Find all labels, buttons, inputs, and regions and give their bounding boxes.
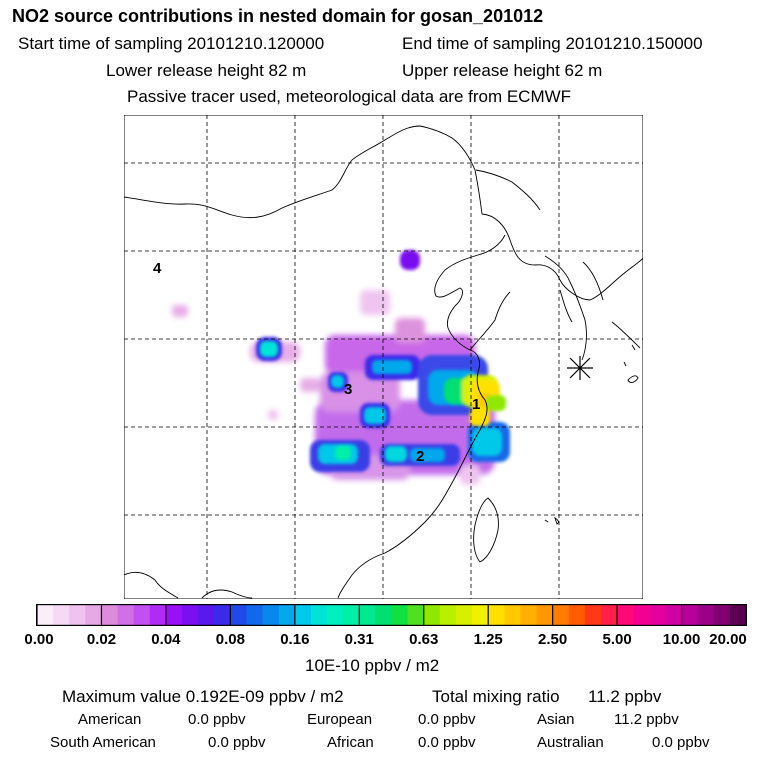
coastlines	[124, 125, 643, 599]
colorbar-swatch	[198, 605, 215, 625]
region-value-african: 0.0 ppbv	[418, 734, 476, 751]
colorbar-swatch	[617, 605, 634, 625]
region-value-american: 0.0 ppbv	[188, 711, 246, 728]
colorbar-swatch	[327, 605, 344, 625]
colorbar-swatch	[375, 605, 392, 625]
colorbar-tick-label: 20.00	[709, 631, 747, 648]
colorbar-tick-label: 0.16	[280, 631, 310, 648]
colorbar-tick-label: 0.04	[151, 631, 181, 648]
region-value-south-american: 0.0 ppbv	[208, 734, 266, 751]
colorbar-tick-label: 0.02	[86, 631, 117, 648]
colorbar-swatch	[697, 605, 715, 625]
colorbar-tick-label: 2.50	[538, 631, 568, 648]
region-name-australian: Australian	[537, 734, 604, 751]
lower-release-height: Lower release height 82 m	[106, 61, 307, 80]
colorbar	[36, 604, 747, 626]
colorbar-swatch	[439, 605, 457, 625]
colorbar-tick-label: 0.00	[24, 631, 54, 648]
total-mixing-ratio-value: 11.2 ppbv	[588, 687, 662, 706]
colorbar-swatch	[101, 605, 119, 625]
map-label-3: 3	[344, 381, 352, 398]
colorbar-tick-label: 5.00	[602, 631, 632, 648]
figure-title: NO2 source contributions in nested domai…	[12, 6, 544, 26]
colorbar-swatch	[649, 605, 666, 625]
colorbar-swatch	[536, 605, 554, 625]
map-panel: 1 2 3 4	[124, 115, 643, 599]
colorbar-tick-label: 0.31	[344, 631, 374, 648]
colorbar-swatch	[37, 605, 54, 625]
map-label-2: 2	[416, 448, 424, 465]
region-name-asian: Asian	[537, 711, 575, 728]
region-name-south-american: South American	[50, 734, 156, 751]
colorbar-swatch	[472, 605, 489, 625]
region-name-american: American	[78, 711, 142, 728]
tracer-note: Passive tracer used, meteorological data…	[127, 87, 572, 106]
colorbar-swatch	[520, 605, 538, 625]
colorbar-swatch	[85, 605, 102, 625]
colorbar-swatch	[214, 605, 231, 625]
colorbar-swatch	[278, 605, 296, 625]
colorbar-swatch	[343, 605, 360, 625]
region-value-asian: 11.2 ppbv	[614, 711, 679, 728]
colorbar-swatch	[149, 605, 167, 625]
colorbar-swatch	[681, 605, 699, 625]
colorbar-unit: 10E-10 ppbv / m2	[305, 656, 440, 675]
upper-release-height: Upper release height 62 m	[402, 61, 603, 80]
sampling-end: End time of sampling 20101210.150000	[402, 34, 703, 53]
colorbar-swatch	[552, 605, 570, 625]
colorbar-tick-label: 0.63	[409, 631, 439, 648]
colorbar-tick-label: 0.08	[215, 631, 245, 648]
map-label-1: 1	[472, 396, 480, 413]
region-value-european: 0.0 ppbv	[418, 711, 476, 728]
maximum-value: Maximum value 0.192E-09 ppbv / m2	[62, 687, 344, 706]
sampling-start: Start time of sampling 20101210.120000	[18, 34, 325, 53]
colorbar-swatch	[488, 605, 505, 625]
colorbar-swatch	[294, 605, 312, 625]
colorbar-swatch	[310, 605, 328, 625]
colorbar-swatch	[407, 605, 425, 625]
release-site-star-icon	[567, 356, 593, 380]
concentration-field	[172, 250, 510, 485]
colorbar-frame	[36, 604, 747, 626]
colorbar-swatch	[133, 605, 151, 625]
lat-lon-grid	[124, 115, 643, 599]
colorbar-swatch	[729, 605, 747, 625]
colorbar-swatch	[504, 605, 521, 625]
colorbar-swatch	[230, 605, 247, 625]
colorbar-swatch	[262, 605, 280, 625]
colorbar-swatch	[568, 605, 586, 625]
colorbar-swatch	[246, 605, 264, 625]
colorbar-swatch	[665, 605, 683, 625]
colorbar-swatch	[455, 605, 473, 625]
colorbar-swatch	[53, 605, 70, 625]
colorbar-swatch	[165, 605, 183, 625]
colorbar-swatch	[391, 605, 409, 625]
region-name-european: European	[307, 711, 373, 728]
colorbar-swatch	[69, 605, 86, 625]
colorbar-swatch	[182, 605, 199, 625]
colorbar-swatch	[600, 605, 618, 625]
region-name-african: African	[327, 734, 374, 751]
total-mixing-ratio-label: Total mixing ratio	[432, 687, 560, 706]
colorbar-swatch	[423, 605, 441, 625]
colorbar-tick-label: 10.00	[662, 631, 701, 648]
colorbar-swatch	[359, 605, 376, 625]
map-label-4: 4	[153, 260, 162, 277]
colorbar-swatch	[584, 605, 602, 625]
colorbar-swatch	[117, 605, 135, 625]
colorbar-swatch	[713, 605, 731, 625]
region-value-australian: 0.0 ppbv	[652, 734, 710, 751]
colorbar-tick-label: 1.25	[473, 631, 503, 648]
colorbar-swatch	[633, 605, 650, 625]
